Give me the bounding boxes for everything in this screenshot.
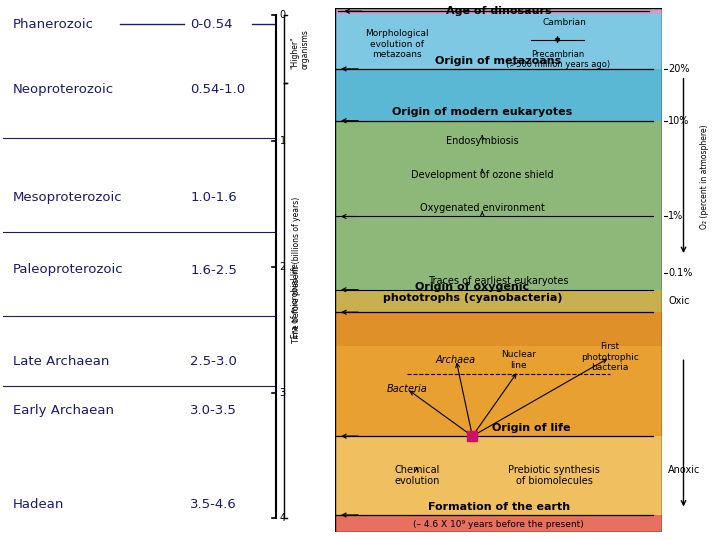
Bar <box>335 515 662 532</box>
Text: First
phototrophic
bacteria: First phototrophic bacteria <box>581 342 639 372</box>
Text: Age of dinosaurs: Age of dinosaurs <box>446 6 552 16</box>
Text: Late Archaean: Late Archaean <box>13 355 109 368</box>
Text: 10%: 10% <box>668 116 690 126</box>
Text: Origin of oxygenic
phototrophs (cyanobacteria): Origin of oxygenic phototrophs (cyanobac… <box>382 282 562 303</box>
Text: Hadean: Hadean <box>13 498 64 511</box>
Text: 3.5-4.6: 3.5-4.6 <box>190 498 237 511</box>
Bar <box>335 290 662 312</box>
Text: 1%: 1% <box>668 212 683 221</box>
Text: 1.0-1.6: 1.0-1.6 <box>190 191 237 204</box>
Text: Nuclear
line: Nuclear line <box>500 350 536 370</box>
Text: Phanerozoic: Phanerozoic <box>13 18 94 31</box>
Text: 4: 4 <box>280 514 286 523</box>
Text: 2: 2 <box>280 262 286 272</box>
Bar <box>335 8 662 69</box>
Text: Origin of modern eukaryotes: Origin of modern eukaryotes <box>392 107 572 117</box>
Text: Era of microbial life: Era of microbial life <box>290 264 300 338</box>
Bar <box>335 436 662 515</box>
Text: 3: 3 <box>280 388 286 397</box>
Text: 2.5-3.0: 2.5-3.0 <box>190 355 237 368</box>
Bar <box>335 312 662 346</box>
Text: Chemical
evolution: Chemical evolution <box>394 465 439 487</box>
Text: Oxic: Oxic <box>668 296 690 306</box>
Text: 20%: 20% <box>668 64 690 74</box>
Bar <box>335 69 662 121</box>
Bar <box>335 346 662 436</box>
Text: 0-0.54: 0-0.54 <box>190 18 233 31</box>
Bar <box>335 121 662 290</box>
Text: 0.54-1.0: 0.54-1.0 <box>190 83 246 96</box>
Text: Morphological
evolution of
metazoans: Morphological evolution of metazoans <box>365 29 429 59</box>
Text: Early Archaean: Early Archaean <box>13 404 114 417</box>
Text: 1: 1 <box>280 136 286 146</box>
Text: "Higher"
organisms: "Higher" organisms <box>290 29 310 69</box>
Text: Prebiotic synthesis
of biomolecules: Prebiotic synthesis of biomolecules <box>508 465 600 487</box>
Text: Precambrian
(>500 million years ago): Precambrian (>500 million years ago) <box>505 50 610 69</box>
Text: Paleoproterozoic: Paleoproterozoic <box>13 264 123 276</box>
Bar <box>335 8 662 14</box>
Text: (– 4.6 X 10⁹ years before the present): (– 4.6 X 10⁹ years before the present) <box>413 520 584 529</box>
Text: Time before present (billions of years): Time before present (billions of years) <box>292 197 301 343</box>
Text: O₂ (percent in atmosphere): O₂ (percent in atmosphere) <box>700 125 708 230</box>
Text: Formation of the earth: Formation of the earth <box>428 502 570 511</box>
Text: 1.6-2.5: 1.6-2.5 <box>190 264 237 276</box>
Text: Cambrian: Cambrian <box>542 18 586 27</box>
Text: Archaea: Archaea <box>436 355 476 365</box>
Text: Traces of earliest eukaryotes: Traces of earliest eukaryotes <box>428 276 569 286</box>
Text: Endosymbiosis: Endosymbiosis <box>446 136 518 146</box>
Text: Oxygenated environment: Oxygenated environment <box>420 203 544 213</box>
Text: Origin of life: Origin of life <box>492 423 571 433</box>
Text: 0.1%: 0.1% <box>668 268 693 278</box>
Text: Mesoproterozoic: Mesoproterozoic <box>13 191 122 204</box>
Text: Neoproterozoic: Neoproterozoic <box>13 83 114 96</box>
Text: Origin of metazoans: Origin of metazoans <box>436 56 562 65</box>
Text: 3.0-3.5: 3.0-3.5 <box>190 404 237 417</box>
Text: Development of ozone shield: Development of ozone shield <box>411 170 554 180</box>
Text: Anoxic: Anoxic <box>668 465 701 475</box>
Text: 0: 0 <box>280 10 286 20</box>
Text: Bacteria: Bacteria <box>387 384 427 394</box>
